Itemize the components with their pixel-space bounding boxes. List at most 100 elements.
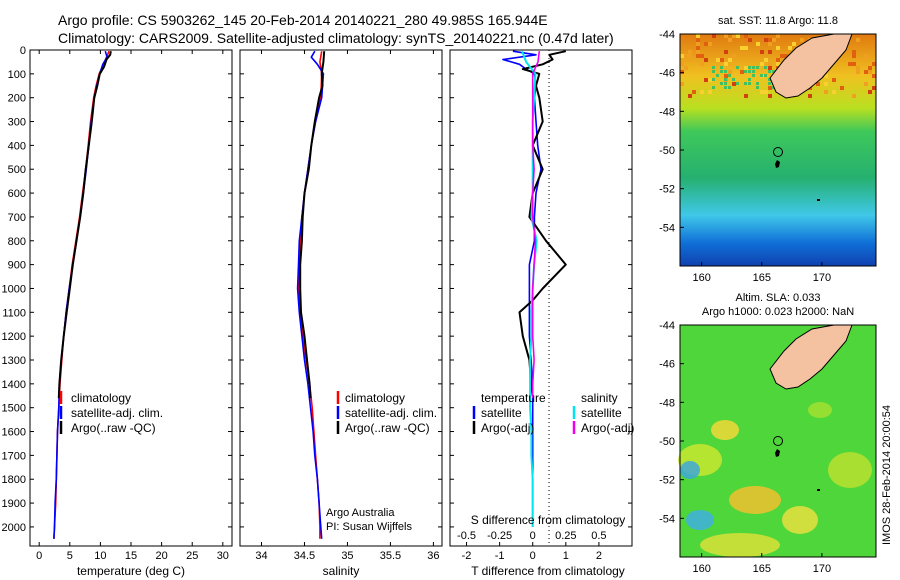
map-lat-label: -50	[659, 436, 675, 448]
sst-pixel	[712, 78, 715, 81]
sst-pixel	[696, 34, 700, 38]
depth-axis: 0 100 200 300 400 500 600 700 800 900 1000 1100 1200…	[2, 45, 632, 534]
sst-pixel	[712, 86, 715, 89]
sst-pixel	[736, 34, 740, 38]
sst-pixel	[724, 50, 728, 54]
sst-pixel	[680, 62, 684, 66]
sst-pixel	[696, 50, 700, 54]
sst-pixel	[768, 50, 772, 54]
map-lat-label: -52	[659, 184, 675, 196]
sst-map-title: sat. SST: 11.8 Argo: 11.8	[718, 15, 838, 27]
temperature-x-axis: 0 5 10 15 20 25 30	[36, 50, 229, 562]
sst-pixel	[696, 54, 700, 58]
legend-label-climatology: climatology	[345, 391, 405, 405]
sst-map-axes: -44 -46 -48 -50 -52 -54 160 165 170	[659, 29, 831, 284]
sst-pixel	[708, 42, 712, 46]
x-tick-label: 5	[67, 550, 73, 562]
sst-pixel	[764, 38, 768, 42]
salinity-x-label: salinity	[323, 564, 360, 578]
sst-pixel	[840, 86, 844, 90]
sst-pixel	[748, 78, 751, 81]
difference-legend-salinity: salinity satellite Argo(-adj)	[572, 391, 634, 435]
sst-pixel	[748, 38, 752, 42]
sst-pixel	[704, 78, 708, 82]
sst-pixel	[772, 38, 776, 42]
x-tick-label: 25	[186, 550, 198, 562]
sst-pixel	[712, 70, 715, 73]
sst-pixel	[760, 62, 764, 66]
salinity-plot-lines	[296, 50, 326, 539]
salinity-legend: climatology satellite-adj. clim. Argo(..…	[336, 391, 437, 435]
depth-tick-label: 700	[8, 212, 26, 224]
sla-map-axes: -44 -46 -48 -50 -52 -54 160 165 170	[659, 320, 831, 575]
sst-pixel	[728, 58, 732, 62]
sst-pixel	[776, 34, 780, 38]
depth-tick-label: 1600	[2, 427, 26, 439]
map-lat-label: -54	[659, 513, 675, 525]
depth-tick-label: 1800	[2, 474, 26, 486]
sst-pixel	[776, 62, 780, 66]
sla-map-title-2: Argo h1000: 0.023 h2000: NaN	[702, 306, 854, 318]
sst-pixel	[740, 46, 744, 50]
sst-pixel	[704, 42, 708, 46]
series-line-temperature-argo-adj-	[518, 50, 567, 396]
depth-tick-label: 1100	[2, 307, 26, 319]
sst-pixel	[772, 86, 775, 89]
x-tick-label-top: -0.5	[457, 530, 476, 542]
sst-pixel	[864, 54, 868, 58]
depth-tick-label: 200	[8, 93, 26, 105]
sst-pixel	[768, 42, 772, 46]
sst-pixel	[756, 66, 759, 69]
sst-pixel	[688, 94, 692, 98]
new-zealand-land	[769, 33, 853, 99]
sst-pixel	[736, 82, 739, 85]
new-zealand-land	[769, 324, 853, 390]
depth-tick-label: 100	[8, 69, 26, 81]
sst-pixel	[776, 46, 780, 50]
sst-pixel	[716, 74, 719, 77]
sst-pixel	[744, 70, 747, 73]
sst-pixel	[768, 94, 772, 98]
sst-pixel	[720, 66, 723, 69]
sla-anomaly-blobs	[678, 402, 872, 557]
sst-pixel	[872, 62, 876, 66]
series-line-climatology	[53, 50, 110, 539]
depth-tick-label: 300	[8, 117, 26, 129]
sst-pixel	[688, 50, 692, 54]
legend-label-t-satellite: satellite	[481, 406, 522, 420]
argo-australia-note: Argo Australia	[326, 507, 395, 519]
sst-pixel	[792, 42, 796, 46]
sst-pixel	[868, 70, 872, 74]
sst-pixel	[744, 34, 748, 38]
sst-pixel	[848, 62, 852, 66]
legend-label-s-argo: Argo(-adj)	[581, 421, 634, 435]
sst-pixel	[700, 54, 704, 58]
x-tick-label: 2	[596, 550, 602, 562]
depth-tick-label: 1700	[2, 450, 26, 462]
campbell-island	[817, 199, 820, 201]
x-tick-label: 30	[217, 550, 229, 562]
sla-anomaly	[808, 402, 832, 418]
sst-pixel	[764, 90, 768, 94]
sst-pixel	[724, 62, 728, 66]
temperature-plot-lines	[53, 50, 112, 539]
x-tick-label: 1	[563, 550, 569, 562]
sst-pixel	[748, 70, 751, 73]
series-line-argo-raw-qc-	[57, 51, 112, 399]
sla-anomaly	[782, 506, 818, 534]
sla-anomaly	[711, 420, 739, 440]
temperature-panel-frame	[29, 49, 233, 547]
sst-pixel	[700, 90, 704, 94]
legend-label-argo: Argo(..raw -QC)	[345, 421, 430, 435]
auckland-islands	[775, 160, 780, 168]
map-lat-label: -44	[659, 29, 675, 41]
sst-pixel	[868, 90, 872, 94]
sst-pixel	[684, 54, 688, 58]
float-position-marker	[773, 147, 783, 157]
sst-pixel	[852, 62, 856, 66]
sst-pixel	[764, 66, 767, 69]
salinity-x-axis: 34 34.5 35 35.5 36	[255, 50, 440, 562]
sst-pixel	[824, 90, 828, 94]
legend-title-temperature: temperature	[481, 391, 546, 405]
sst-pixel	[764, 74, 767, 77]
